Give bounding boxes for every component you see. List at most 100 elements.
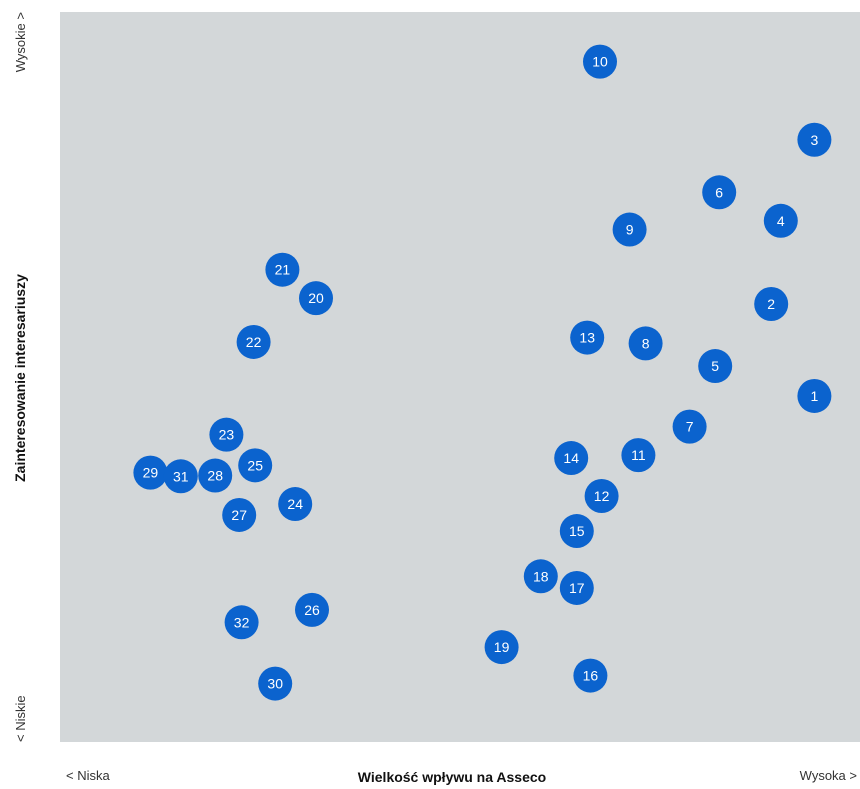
stakeholder-point-29: 29 — [133, 455, 168, 490]
point-marker — [754, 287, 789, 321]
point-label: 24 — [287, 496, 303, 512]
point-marker — [523, 559, 558, 594]
point-label: 14 — [563, 450, 579, 466]
point-label: 1 — [811, 388, 819, 404]
point-marker — [763, 203, 798, 238]
stakeholder-point-8: 8 — [628, 326, 663, 361]
y-axis-low-label: < Niskie — [13, 695, 28, 742]
point-marker — [559, 514, 594, 549]
point-label: 27 — [231, 507, 247, 523]
stakeholder-point-12: 12 — [584, 478, 619, 513]
point-marker — [163, 459, 198, 494]
point-marker — [238, 448, 273, 483]
x-axis-high-label: Wysoka > — [800, 768, 857, 783]
stakeholder-point-26: 26 — [295, 592, 329, 627]
point-label: 4 — [777, 213, 785, 229]
point-marker — [628, 326, 663, 361]
point-label: 2 — [767, 296, 775, 312]
point-marker — [236, 324, 271, 359]
point-marker — [209, 417, 244, 452]
point-marker — [299, 281, 333, 316]
stakeholder-point-1: 1 — [797, 378, 832, 413]
point-label: 13 — [579, 330, 595, 346]
point-label: 15 — [569, 523, 585, 539]
point-label: 5 — [711, 358, 719, 374]
stakeholder-point-25: 25 — [238, 448, 273, 483]
point-label: 16 — [583, 668, 599, 684]
point-label: 32 — [234, 614, 250, 630]
stakeholder-point-4: 4 — [763, 203, 798, 238]
point-label: 9 — [626, 222, 634, 238]
stakeholder-point-3: 3 — [797, 122, 832, 157]
point-label: 28 — [207, 468, 223, 484]
point-label: 17 — [569, 580, 585, 596]
point-label: 21 — [275, 262, 291, 278]
stakeholder-point-18: 18 — [523, 559, 558, 594]
stakeholder-point-27: 27 — [222, 497, 257, 532]
points-layer: 1234567891011121314151617181920212223242… — [133, 44, 832, 701]
point-label: 20 — [308, 290, 324, 306]
stakeholder-point-11: 11 — [621, 438, 656, 473]
point-marker — [584, 478, 619, 513]
point-label: 10 — [592, 54, 608, 70]
point-marker — [559, 570, 594, 605]
point-marker — [612, 212, 647, 247]
point-label: 19 — [494, 639, 510, 655]
plot-area — [60, 12, 860, 742]
point-marker — [224, 605, 259, 640]
point-marker — [573, 658, 608, 693]
stakeholder-point-24: 24 — [278, 487, 313, 522]
point-label: 3 — [811, 132, 819, 148]
point-marker — [222, 497, 257, 532]
point-marker — [278, 487, 313, 522]
point-label: 11 — [631, 447, 646, 463]
stakeholder-point-19: 19 — [484, 630, 519, 665]
point-marker — [621, 438, 656, 473]
point-marker — [672, 409, 707, 444]
point-label: 12 — [594, 488, 610, 504]
point-marker — [295, 592, 329, 627]
stakeholder-point-30: 30 — [258, 666, 293, 701]
point-marker — [570, 320, 605, 355]
stakeholder-point-21: 21 — [265, 252, 300, 287]
point-marker — [484, 630, 519, 665]
point-marker — [554, 441, 589, 476]
point-label: 30 — [267, 676, 283, 692]
point-marker — [198, 458, 233, 493]
stakeholder-point-6: 6 — [702, 175, 737, 210]
x-axis-title: Wielkość wpływu na Asseco — [358, 769, 546, 785]
stakeholder-point-10: 10 — [583, 44, 617, 79]
stakeholder-point-20: 20 — [299, 281, 333, 316]
point-label: 7 — [686, 419, 694, 435]
stakeholder-point-22: 22 — [236, 324, 271, 359]
point-marker — [797, 378, 832, 413]
point-label: 22 — [246, 334, 262, 350]
point-marker — [258, 666, 293, 701]
stakeholder-point-15: 15 — [559, 514, 594, 549]
point-label: 25 — [247, 457, 263, 473]
stakeholder-point-23: 23 — [209, 417, 244, 452]
stakeholder-point-14: 14 — [554, 441, 589, 476]
point-label: 26 — [304, 602, 320, 618]
stakeholder-point-5: 5 — [698, 349, 733, 384]
stakeholder-point-32: 32 — [224, 605, 259, 640]
point-label: 6 — [715, 184, 723, 200]
stakeholder-point-31: 31 — [163, 459, 198, 494]
stakeholder-point-17: 17 — [559, 570, 594, 605]
point-label: 8 — [642, 335, 650, 351]
point-marker — [797, 122, 832, 157]
stakeholder-point-16: 16 — [573, 658, 608, 693]
x-axis-low-label: < Niska — [66, 768, 110, 783]
point-marker — [702, 175, 737, 210]
y-axis-title: Zainteresowanie interesariuszy — [12, 274, 28, 482]
point-marker — [583, 44, 617, 79]
stakeholder-point-7: 7 — [672, 409, 707, 444]
point-marker — [698, 349, 733, 384]
point-label: 23 — [219, 427, 235, 443]
point-label: 31 — [173, 468, 189, 484]
stakeholder-point-2: 2 — [754, 287, 789, 321]
point-label: 29 — [143, 465, 159, 481]
point-marker — [133, 455, 168, 490]
stakeholder-point-9: 9 — [612, 212, 647, 247]
